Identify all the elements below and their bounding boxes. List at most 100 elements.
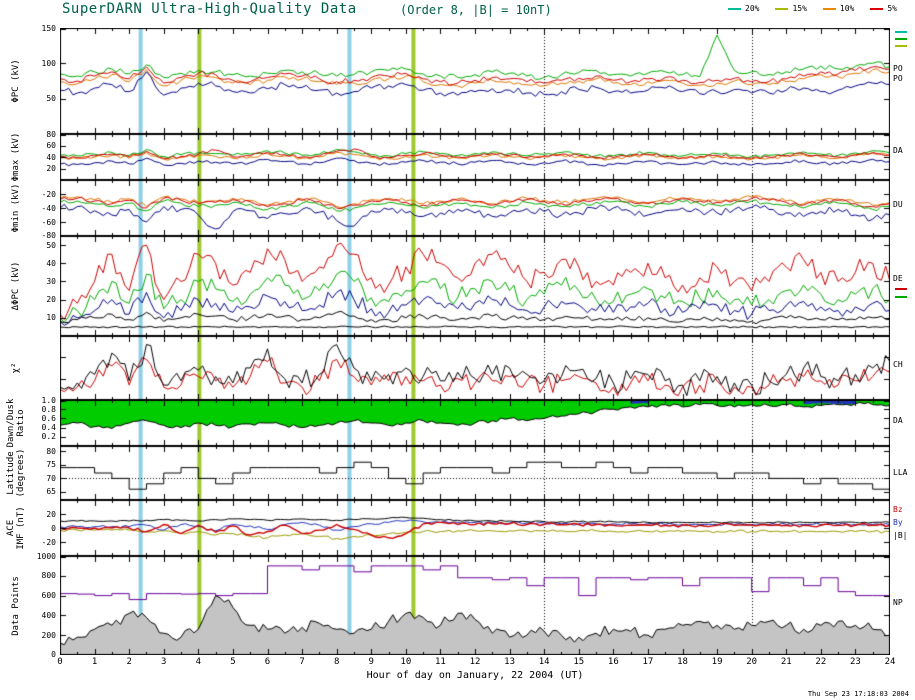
- x-tick-label: 20: [746, 657, 758, 667]
- right-label: CH: [893, 360, 903, 369]
- right-label: PO: [893, 74, 903, 83]
- legend-label: 15%: [792, 4, 807, 13]
- y-tick-label: 0.6: [41, 413, 56, 423]
- percentile-legend: 20% 15% 10% 5%: [728, 4, 897, 13]
- plot-area: [60, 28, 890, 655]
- right-dash-icon: [895, 38, 907, 40]
- y-tick-label: 0.4: [41, 423, 56, 433]
- x-tick-label: 16: [607, 657, 619, 667]
- legend-label: 10%: [839, 4, 855, 13]
- x-tick-label: 1: [91, 657, 98, 667]
- legend-label: 20%: [745, 4, 760, 13]
- y-tick-label: 400: [41, 610, 56, 620]
- x-tick-label: 15: [573, 657, 585, 667]
- y-tick-label: 70: [46, 473, 56, 483]
- panel-latitude: [60, 446, 890, 500]
- y-tick-label: -20: [41, 537, 56, 547]
- page-title: SuperDARN Ultra-High-Quality Data: [62, 1, 357, 17]
- panel-ylabel-phi-pc: ΦPC (kV): [11, 59, 21, 103]
- panel-phi-pc: [60, 28, 890, 134]
- y-tick-label: 600: [41, 591, 56, 601]
- y-tick-label: 75: [46, 460, 56, 470]
- panel-dawn-dusk-ratio: [60, 400, 890, 446]
- y-tick-label: 40: [46, 258, 56, 268]
- right-label: PO: [893, 64, 903, 73]
- x-tick-label: 24: [884, 657, 896, 667]
- y-tick-label: 20: [46, 295, 56, 305]
- y-tick-label: 50: [46, 94, 56, 104]
- right-dash-icon: [895, 31, 907, 33]
- right-label: |B|: [893, 531, 908, 540]
- y-tick-label: 100: [41, 58, 56, 68]
- right-label: DA: [893, 146, 903, 155]
- x-tick-label: 14: [538, 657, 550, 667]
- right-label: DU: [893, 200, 903, 209]
- legend-dash-icon: [775, 7, 789, 10]
- y-tick-label: 150: [41, 24, 56, 33]
- y-tick-label: 80: [46, 130, 56, 139]
- y-tick-label: -80: [41, 231, 56, 240]
- x-tick-label: 2: [126, 657, 132, 667]
- x-tick-label: 5: [230, 657, 236, 667]
- panel-phi-min: [60, 180, 890, 236]
- x-tick-label: 13: [504, 657, 515, 667]
- x-tick-label: 11: [434, 657, 446, 667]
- y-tick-label: 0.8: [41, 404, 56, 414]
- legend-dash-icon: [822, 7, 836, 10]
- y-tick-label: 40: [46, 152, 56, 162]
- x-tick-label: 12: [469, 657, 481, 667]
- x-tick-label: 22: [815, 657, 827, 667]
- x-tick-label: 4: [195, 657, 202, 667]
- y-tick-label: 10: [46, 313, 56, 323]
- right-label: Bz: [893, 505, 903, 514]
- x-tick-label: 0: [57, 657, 63, 667]
- y-tick-label: -40: [41, 203, 56, 213]
- y-tick-label: 65: [46, 487, 56, 497]
- y-tick-label: 30: [46, 276, 56, 286]
- right-label: LLA: [893, 468, 908, 477]
- right-label: By: [893, 518, 903, 527]
- right-label: DE: [893, 274, 903, 283]
- y-tick-label: 1000: [36, 552, 56, 561]
- panel-ylabel-phi-min: Φmin (kV): [11, 183, 21, 233]
- x-tick-label: 7: [299, 657, 305, 667]
- legend-dash-icon: [870, 7, 884, 10]
- x-tick-label: 8: [333, 657, 340, 667]
- y-tick-label: 60: [46, 141, 56, 150]
- panel-ace-imf: [60, 500, 890, 556]
- x-tick-label: 6: [264, 657, 271, 667]
- y-tick-label: 200: [41, 630, 56, 640]
- legend-item: 15%: [775, 4, 807, 13]
- panel-ylabel-phi-max: Φmax (kV): [11, 132, 21, 182]
- panel-ylabel-chi2: χ²: [11, 362, 21, 374]
- y-tick-label: 80: [46, 446, 56, 456]
- right-dash-icon: [895, 288, 907, 290]
- y-tick-label: 0: [51, 523, 56, 533]
- legend-label: 5%: [887, 4, 897, 13]
- x-axis-title: Hour of day on January, 22 2004 (UT): [366, 670, 584, 681]
- panel-delta-phi-pc: [60, 236, 890, 336]
- x-tick-label: 3: [161, 657, 167, 667]
- x-tick-label: 17: [642, 657, 654, 667]
- right-label: NP: [893, 598, 903, 607]
- panel-ylabel-data-points: Data Points: [11, 575, 21, 636]
- panel-phi-max: [60, 134, 890, 180]
- y-tick-label: 0: [51, 650, 56, 659]
- x-tick-label: 21: [780, 657, 792, 667]
- y-tick-label: 1.0: [41, 396, 56, 405]
- x-tick-label: 10: [400, 657, 412, 667]
- y-tick-label: -20: [41, 189, 56, 199]
- x-tick-label: 9: [368, 657, 374, 667]
- y-tick-label: -60: [41, 217, 56, 227]
- y-tick-label: 50: [46, 240, 56, 250]
- subtitle: (Order 8, |B| = 10nT): [400, 3, 552, 17]
- legend-item: 20%: [728, 4, 759, 13]
- right-label: DA: [893, 416, 903, 425]
- legend-item: 5%: [870, 4, 897, 13]
- y-tick-label: 20: [46, 164, 56, 173]
- panel-chi2: [60, 336, 890, 400]
- timestamp: Thu Sep 23 17:18:03 2004: [807, 690, 909, 698]
- x-tick-label: 23: [849, 657, 861, 667]
- panel-data-points: [60, 556, 890, 655]
- right-dash-icon: [895, 45, 907, 47]
